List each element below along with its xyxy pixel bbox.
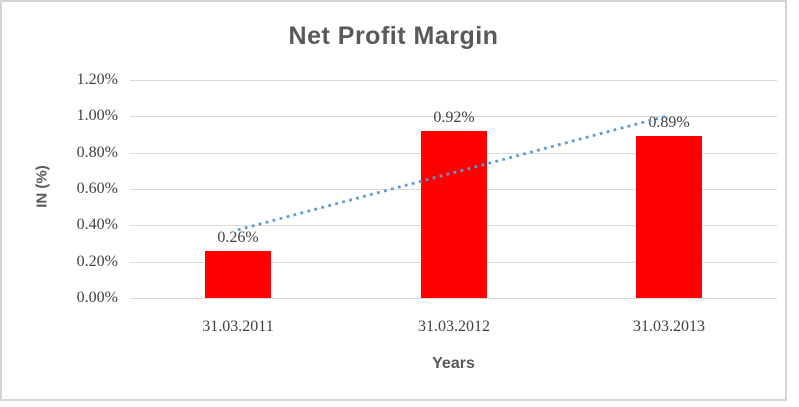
y-gridline [130, 298, 777, 299]
y-tick-label: 0.20% [76, 253, 118, 270]
y-tick-label: 1.20% [76, 71, 118, 88]
y-gridline [130, 80, 777, 81]
y-tick-label: 0.80% [76, 144, 118, 161]
y-tick-label: 1.00% [76, 107, 118, 124]
data-label: 0.89% [648, 114, 690, 131]
data-label: 0.92% [433, 109, 475, 126]
bar-31.03.2012 [421, 131, 487, 298]
x-category-label: 31.03.2011 [202, 318, 274, 335]
y-tick-label: 0.00% [76, 289, 118, 306]
chart-title: Net Profit Margin [288, 22, 499, 50]
x-category-label: 31.03.2013 [633, 318, 705, 335]
bar-31.03.2013 [636, 136, 702, 298]
data-label: 0.26% [217, 229, 259, 246]
bar-31.03.2011 [205, 251, 271, 298]
y-axis-title: IN (%) [33, 165, 51, 208]
x-axis-title: Years [432, 355, 475, 372]
y-tick-label: 0.60% [76, 180, 118, 197]
y-tick-label: 0.40% [76, 216, 118, 233]
x-category-label: 31.03.2012 [418, 318, 490, 335]
